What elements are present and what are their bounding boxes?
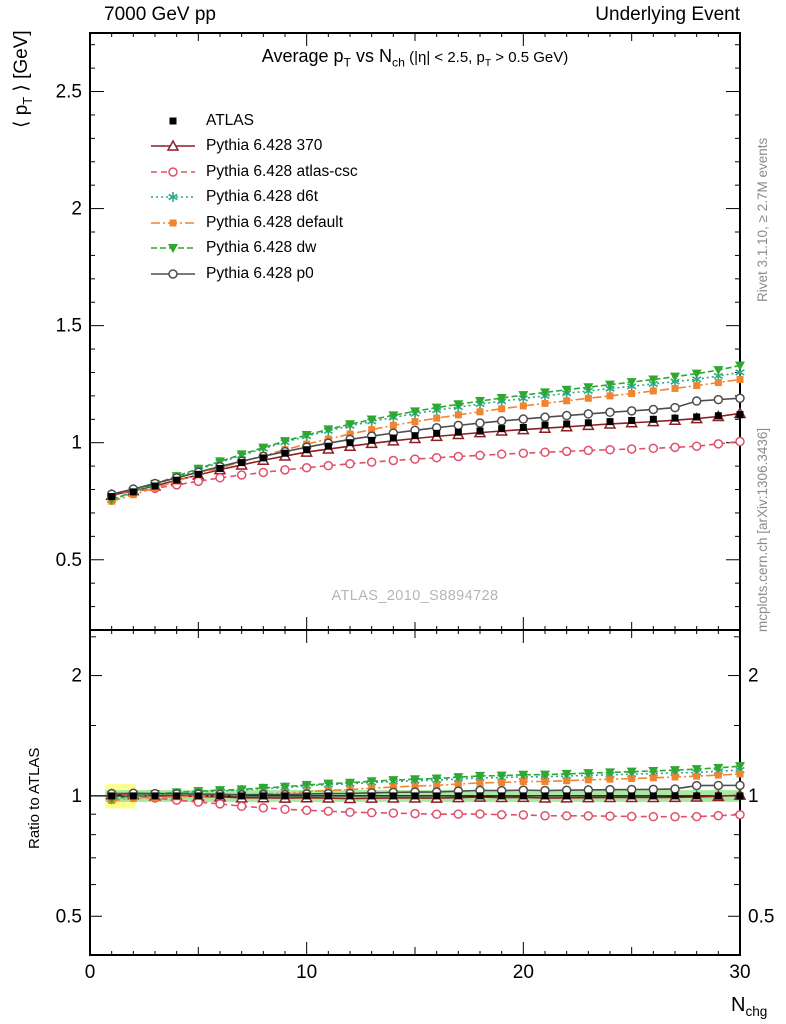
watermark: ATLAS_2010_S8894728 xyxy=(331,588,499,604)
legend-item-pythia-p0: Pythia 6.428 p0 xyxy=(150,261,358,287)
svg-text:1.5: 1.5 xyxy=(56,316,82,337)
atlas-marker-icon xyxy=(169,117,177,125)
pythia-atlas-csc-marker-icon xyxy=(151,167,195,177)
beam-info-label: 7000 GeV pp xyxy=(104,4,216,25)
plot-title: Average pT vs Nch (|η| < 2.5, pT > 0.5 G… xyxy=(261,46,569,70)
analysis-type-label: Underlying Event xyxy=(595,4,740,25)
legend-item-atlas: ATLAS xyxy=(150,108,358,134)
legend-label: Pythia 6.428 dw xyxy=(206,239,317,257)
svg-text:20: 20 xyxy=(513,962,534,983)
pythia-d6t-marker-icon xyxy=(151,192,195,203)
ratio-axis-label: Ratio to ATLAS xyxy=(26,747,43,849)
rivet-version-note: Rivet 3.1.10, ≥ 2.7M events xyxy=(755,137,770,302)
svg-text:1: 1 xyxy=(71,433,82,454)
svg-text:2.5: 2.5 xyxy=(56,82,82,103)
pythia-default-marker-icon xyxy=(151,219,195,227)
legend-label: Pythia 6.428 370 xyxy=(206,137,323,155)
legend-label: Pythia 6.428 d6t xyxy=(206,188,319,206)
pythia-p0-marker-icon xyxy=(151,269,195,279)
legend-item-pythia-atlas-csc: Pythia 6.428 atlas-csc xyxy=(150,159,358,185)
svg-text:1: 1 xyxy=(71,786,82,807)
svg-text:10: 10 xyxy=(296,962,317,983)
x-axis-label: Nchg xyxy=(731,994,768,1019)
legend-item-pythia-d6t: Pythia 6.428 d6t xyxy=(150,185,358,211)
legend-item-pythia-dw: Pythia 6.428 dw xyxy=(150,236,358,262)
svg-text:1: 1 xyxy=(748,786,759,807)
legend-label: Pythia 6.428 default xyxy=(206,213,344,231)
pythia-dw-marker-icon xyxy=(151,244,195,254)
pythia-370-marker-icon xyxy=(151,139,195,151)
legend: ATLAS Pythia 6.428 370 Pythia 6.428 atla… xyxy=(150,108,358,287)
svg-text:30: 30 xyxy=(729,962,750,983)
legend-label: Pythia 6.428 atlas-csc xyxy=(206,162,358,180)
svg-text:0.5: 0.5 xyxy=(56,550,82,571)
svg-text:2: 2 xyxy=(748,666,759,687)
svg-text:0.5: 0.5 xyxy=(748,906,774,927)
svg-text:2: 2 xyxy=(71,666,82,687)
mcplots-reference-note: mcplots.cern.ch [arXiv:1306.3436] xyxy=(755,427,770,632)
legend-item-pythia-default: Pythia 6.428 default xyxy=(150,210,358,236)
svg-text:0.5: 0.5 xyxy=(56,906,82,927)
header: 7000 GeV pp Underlying Event xyxy=(90,4,740,26)
y-axis-label: ⟨ pT ⟩ [GeV] xyxy=(11,30,35,128)
legend-label: ATLAS xyxy=(206,111,254,129)
svg-text:0: 0 xyxy=(85,962,96,983)
svg-text:2: 2 xyxy=(71,199,82,220)
legend-label: Pythia 6.428 p0 xyxy=(206,264,314,282)
legend-item-pythia-370: Pythia 6.428 370 xyxy=(150,134,358,160)
